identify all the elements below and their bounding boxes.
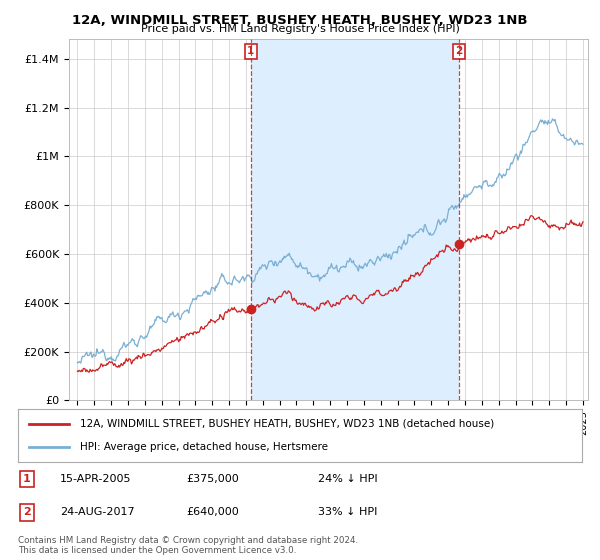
Text: £375,000: £375,000 — [186, 474, 239, 484]
Text: This data is licensed under the Open Government Licence v3.0.: This data is licensed under the Open Gov… — [18, 545, 296, 555]
Text: Contains HM Land Registry data © Crown copyright and database right 2024.: Contains HM Land Registry data © Crown c… — [18, 536, 358, 545]
Text: 15-APR-2005: 15-APR-2005 — [60, 474, 131, 484]
Text: HPI: Average price, detached house, Hertsmere: HPI: Average price, detached house, Hert… — [80, 442, 328, 452]
Text: 12A, WINDMILL STREET, BUSHEY HEATH, BUSHEY, WD23 1NB: 12A, WINDMILL STREET, BUSHEY HEATH, BUSH… — [72, 14, 528, 27]
Text: 33% ↓ HPI: 33% ↓ HPI — [318, 507, 377, 517]
Text: Price paid vs. HM Land Registry's House Price Index (HPI): Price paid vs. HM Land Registry's House … — [140, 24, 460, 34]
Text: £640,000: £640,000 — [186, 507, 239, 517]
Text: 24% ↓ HPI: 24% ↓ HPI — [318, 474, 377, 484]
Text: 1: 1 — [247, 46, 254, 57]
Text: 2: 2 — [455, 46, 463, 57]
Bar — [251, 39, 459, 400]
Text: 2: 2 — [23, 507, 31, 517]
Text: 1: 1 — [23, 474, 31, 484]
Text: 12A, WINDMILL STREET, BUSHEY HEATH, BUSHEY, WD23 1NB (detached house): 12A, WINDMILL STREET, BUSHEY HEATH, BUSH… — [80, 419, 494, 429]
Text: 24-AUG-2017: 24-AUG-2017 — [60, 507, 134, 517]
